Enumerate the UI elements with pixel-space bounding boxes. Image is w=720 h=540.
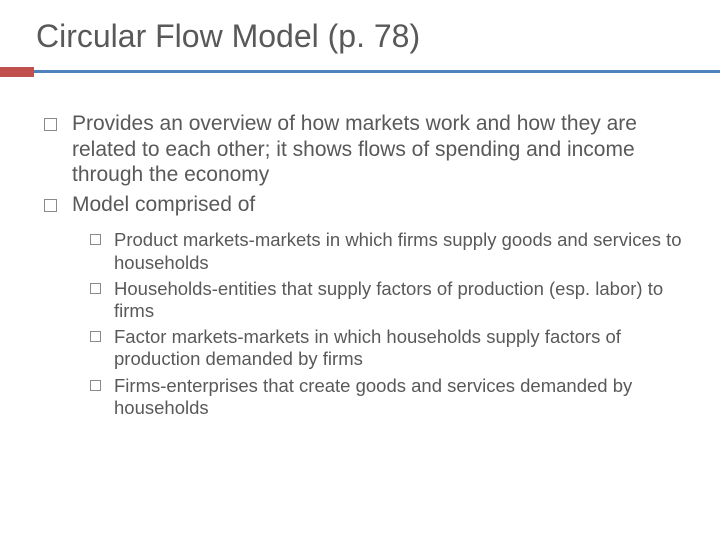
slide: Circular Flow Model (p. 78) Provides an … [0, 0, 720, 540]
list-item: Product markets-markets in which firms s… [90, 229, 690, 273]
divider-line [0, 70, 720, 73]
bullet-list-level2: Product markets-markets in which firms s… [90, 229, 690, 419]
bullet-list-level1: Provides an overview of how markets work… [44, 111, 690, 217]
list-item: Provides an overview of how markets work… [44, 111, 690, 188]
slide-title: Circular Flow Model (p. 78) [36, 18, 690, 55]
accent-box [0, 67, 34, 77]
title-divider [30, 67, 690, 75]
list-item: Model comprised of [44, 192, 690, 218]
list-item: Households-entities that supply factors … [90, 278, 690, 322]
list-item: Factor markets-markets in which househol… [90, 326, 690, 370]
list-item: Firms-enterprises that create goods and … [90, 375, 690, 419]
